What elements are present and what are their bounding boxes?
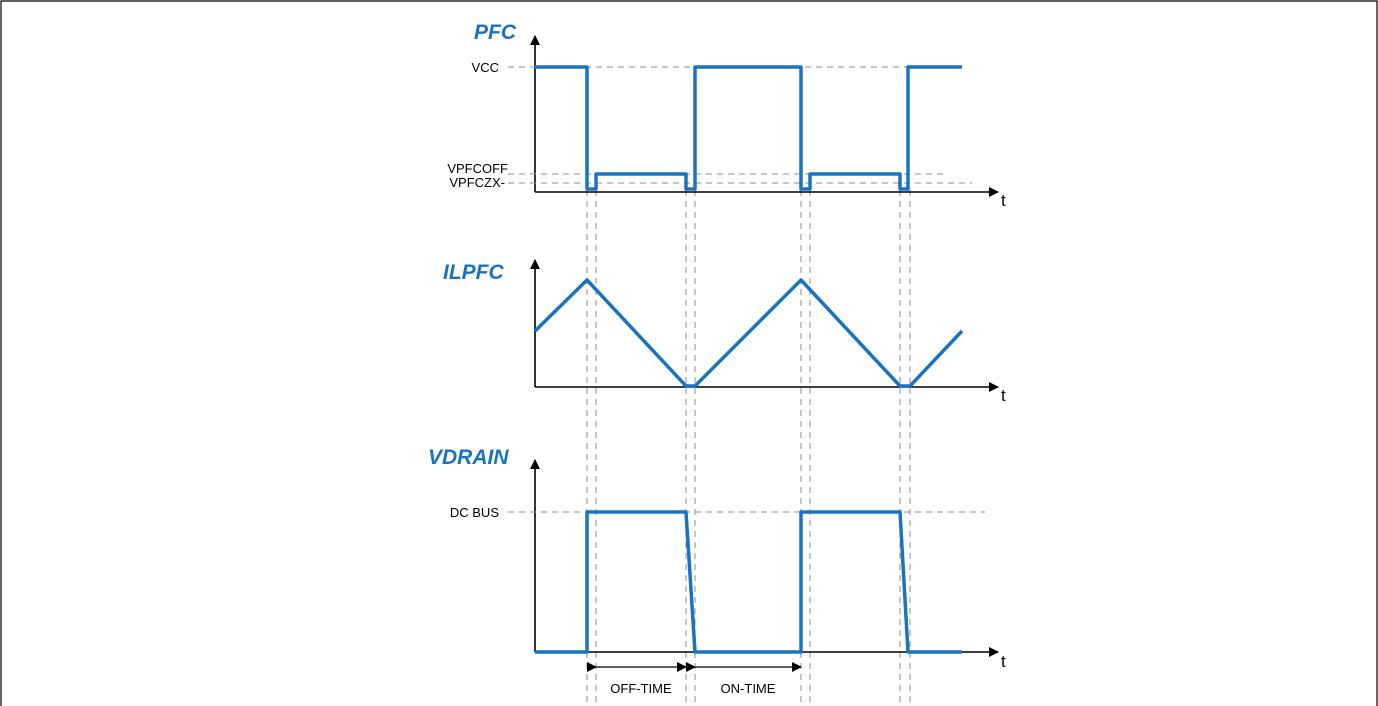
- interval-markers: OFF-TIME ON-TIME: [587, 662, 802, 696]
- dcbus-label: DC BUS: [450, 505, 499, 520]
- pfc-title: PFC: [474, 21, 517, 44]
- vpfcoff-label: VPFCOFF: [447, 161, 508, 176]
- vdrain-time-label: t: [1001, 652, 1006, 671]
- vdrain-title: VDRAIN: [428, 446, 509, 469]
- pfc-panel: PFC t VCC VPFCOFF VPFCZX-: [447, 21, 1006, 210]
- ilpfc-title: ILPFC: [443, 261, 504, 284]
- on-time-label: ON-TIME: [721, 681, 776, 696]
- vcc-label: VCC: [472, 60, 499, 75]
- ilpfc-panel: ILPFC t: [443, 259, 1006, 405]
- pfc-time-label: t: [1001, 191, 1006, 210]
- ilpfc-time-label: t: [1001, 386, 1006, 405]
- vdrain-waveform: [535, 510, 962, 654]
- timing-guides: [586, 190, 911, 706]
- pfc-waveform: [535, 65, 962, 191]
- ilpfc-waveform: [533, 278, 964, 388]
- vdrain-panel: VDRAIN t DC BUS: [428, 446, 1006, 671]
- vpfczx-label: VPFCZX-: [449, 175, 505, 190]
- off-time-label: OFF-TIME: [610, 681, 672, 696]
